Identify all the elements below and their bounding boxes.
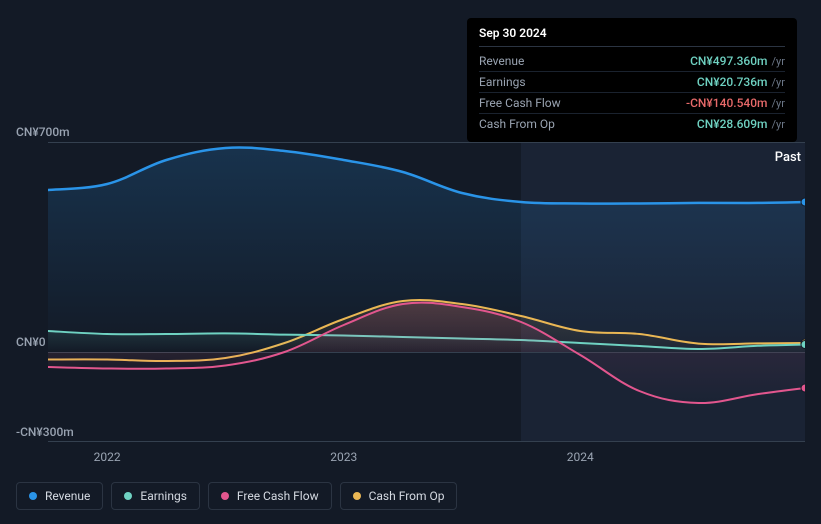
y-axis-label-top: CN¥700m	[16, 125, 70, 139]
tooltip-row: Earnings CN¥20.736m/yr	[479, 72, 785, 93]
legend-dot-icon	[221, 492, 229, 500]
legend-dot-icon	[124, 492, 132, 500]
legend-label: Free Cash Flow	[237, 489, 319, 503]
tooltip-title: Sep 30 2024	[479, 26, 785, 47]
legend-item-cash_from_op[interactable]: Cash From Op	[340, 482, 458, 510]
x-axis-tick: 2022	[94, 450, 121, 464]
tooltip-label: Cash From Op	[479, 117, 555, 131]
y-axis-label-zero: CN¥0	[16, 335, 46, 349]
x-axis-tick: 2023	[330, 450, 357, 464]
legend-dot-icon	[353, 492, 361, 500]
legend-label: Cash From Op	[369, 489, 445, 503]
tooltip-value: -CN¥140.540m	[686, 96, 768, 110]
tooltip-unit: /yr	[772, 118, 785, 131]
legend-label: Revenue	[45, 489, 90, 503]
tooltip-label: Revenue	[479, 54, 524, 68]
tooltip-unit: /yr	[772, 55, 785, 68]
tooltip-unit: /yr	[772, 97, 785, 110]
chart-plot-area[interactable]	[48, 142, 805, 442]
tooltip-value: CN¥497.360m	[690, 54, 767, 68]
tooltip-label: Free Cash Flow	[479, 96, 561, 110]
x-axis-tick: 2024	[567, 450, 594, 464]
tooltip-value: CN¥28.609m	[697, 117, 768, 131]
past-label: Past	[775, 150, 801, 165]
chart-legend: Revenue Earnings Free Cash Flow Cash From O…	[16, 482, 457, 510]
tooltip-body: Revenue CN¥497.360m/yr Earnings CN¥20.736m /…	[479, 51, 785, 134]
legend-item-fcf[interactable]: Free Cash Flow	[208, 482, 332, 510]
legend-dot-icon	[29, 492, 37, 500]
tooltip-label: Earnings	[479, 75, 526, 89]
legend-item-revenue[interactable]: Revenue	[16, 482, 103, 510]
legend-label: Earnings	[140, 489, 187, 503]
tooltip-row: Revenue CN¥497.360m/yr	[479, 51, 785, 72]
tooltip-row: Free Cash Flow -CN¥140.540m/yr	[479, 93, 785, 114]
tooltip-row: Cash From Op CN¥28.609m/yr	[479, 114, 785, 134]
chart-svg	[48, 142, 805, 442]
tooltip-unit: /yr	[772, 76, 785, 89]
tooltip-value: CN¥20.736m	[697, 75, 768, 89]
chart-tooltip: Sep 30 2024 RevenueCN¥497.360m/yrEarning…	[467, 18, 797, 142]
legend-item-earnings[interactable]: Earnings	[111, 482, 200, 510]
